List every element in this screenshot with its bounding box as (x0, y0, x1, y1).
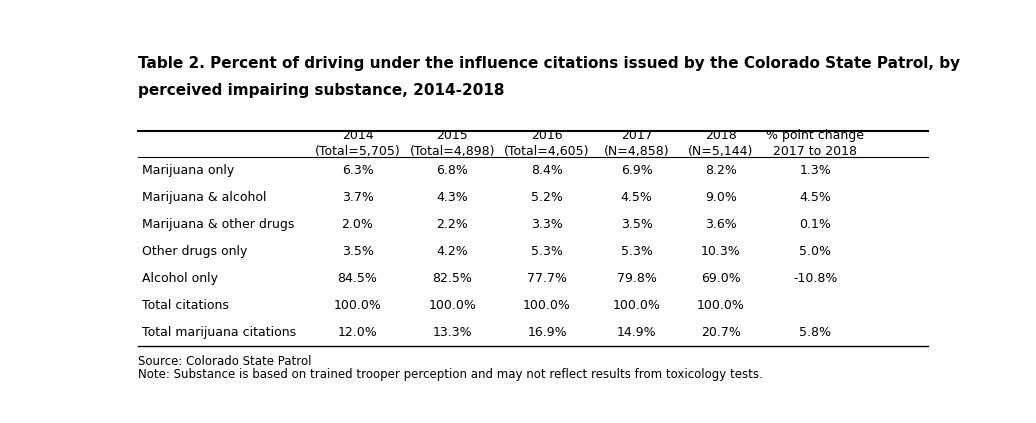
Text: 82.5%: 82.5% (432, 272, 472, 285)
Text: 4.2%: 4.2% (436, 244, 468, 258)
Text: 8.2%: 8.2% (704, 164, 737, 177)
Text: Note: Substance is based on trained trooper perception and may not reflect resul: Note: Substance is based on trained troo… (138, 368, 762, 381)
Text: 79.8%: 79.8% (616, 272, 657, 285)
Text: 0.1%: 0.1% (799, 217, 831, 231)
Text: 2018
(N=5,144): 2018 (N=5,144) (688, 129, 753, 158)
Text: 2.2%: 2.2% (436, 217, 468, 231)
Text: 4.5%: 4.5% (621, 191, 653, 203)
Text: 100.0%: 100.0% (523, 299, 571, 312)
Text: 2.0%: 2.0% (342, 217, 373, 231)
Text: 6.9%: 6.9% (621, 164, 653, 177)
Text: perceived impairing substance, 2014-2018: perceived impairing substance, 2014-2018 (138, 83, 505, 98)
Text: 8.4%: 8.4% (531, 164, 563, 177)
Text: 3.3%: 3.3% (531, 217, 563, 231)
Text: 13.3%: 13.3% (432, 326, 472, 338)
Text: 3.7%: 3.7% (342, 191, 373, 203)
Text: 14.9%: 14.9% (616, 326, 657, 338)
Text: Marijuana only: Marijuana only (142, 164, 234, 177)
Text: 84.5%: 84.5% (338, 272, 377, 285)
Text: 100.0%: 100.0% (697, 299, 745, 312)
Text: Table 2. Percent of driving under the influence citations issued by the Colorado: Table 2. Percent of driving under the in… (138, 56, 959, 71)
Text: 2017
(N=4,858): 2017 (N=4,858) (604, 129, 669, 158)
Text: 100.0%: 100.0% (334, 299, 381, 312)
Text: -10.8%: -10.8% (793, 272, 837, 285)
Text: 12.0%: 12.0% (338, 326, 377, 338)
Text: 4.3%: 4.3% (436, 191, 468, 203)
Text: 3.6%: 3.6% (704, 217, 737, 231)
Text: 2014
(Total=5,705): 2014 (Total=5,705) (315, 129, 400, 158)
Text: 6.3%: 6.3% (342, 164, 373, 177)
Text: Marijuana & other drugs: Marijuana & other drugs (142, 217, 294, 231)
Text: 5.0%: 5.0% (799, 244, 831, 258)
Text: 16.9%: 16.9% (527, 326, 567, 338)
Text: % point change
2017 to 2018: % point change 2017 to 2018 (767, 129, 864, 158)
Text: 5.8%: 5.8% (799, 326, 831, 338)
Text: 6.8%: 6.8% (436, 164, 468, 177)
Text: Source: Colorado State Patrol: Source: Colorado State Patrol (138, 355, 311, 368)
Text: Total citations: Total citations (142, 299, 228, 312)
Text: Total marijuana citations: Total marijuana citations (142, 326, 295, 338)
Text: 2016
(Total=4,605): 2016 (Total=4,605) (505, 129, 589, 158)
Text: 20.7%: 20.7% (701, 326, 741, 338)
Text: 100.0%: 100.0% (428, 299, 477, 312)
Text: 100.0%: 100.0% (612, 299, 661, 312)
Text: 5.3%: 5.3% (621, 244, 653, 258)
Text: 3.5%: 3.5% (342, 244, 373, 258)
Text: 9.0%: 9.0% (704, 191, 737, 203)
Text: 69.0%: 69.0% (701, 272, 741, 285)
Text: Marijuana & alcohol: Marijuana & alcohol (142, 191, 266, 203)
Text: 2015
(Total=4,898): 2015 (Total=4,898) (409, 129, 495, 158)
Text: 5.3%: 5.3% (531, 244, 563, 258)
Text: 4.5%: 4.5% (799, 191, 831, 203)
Text: 77.7%: 77.7% (527, 272, 567, 285)
Text: Alcohol only: Alcohol only (142, 272, 218, 285)
Text: 1.3%: 1.3% (800, 164, 831, 177)
Text: Other drugs only: Other drugs only (142, 244, 247, 258)
Text: 5.2%: 5.2% (531, 191, 563, 203)
Text: 10.3%: 10.3% (701, 244, 741, 258)
Text: 3.5%: 3.5% (621, 217, 653, 231)
